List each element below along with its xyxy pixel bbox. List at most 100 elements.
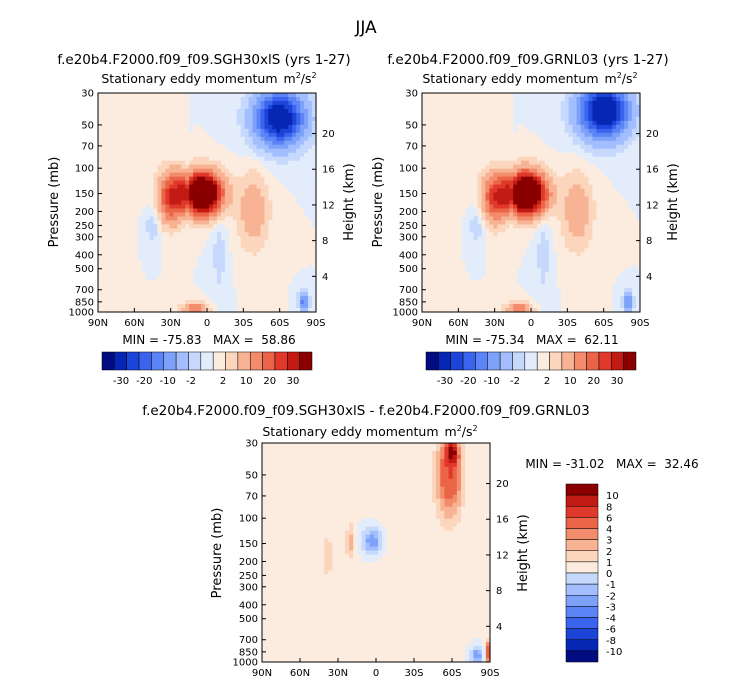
contour-cell (193, 272, 198, 277)
contour-cell (481, 144, 487, 150)
contour-cell (513, 188, 518, 194)
contour-cell (220, 272, 226, 277)
contour-cell (153, 248, 159, 253)
contour-cell (109, 100, 115, 106)
contour-cell (205, 180, 210, 186)
contour-cell (125, 116, 131, 122)
contour-cell (485, 156, 490, 162)
contour-cell (189, 280, 194, 285)
contour-cell (101, 176, 107, 182)
y-tick-label: 150 (75, 189, 94, 200)
contour-cell (600, 93, 605, 98)
contour-cell (509, 96, 514, 102)
contour-cell (133, 140, 139, 146)
contour-cell (197, 232, 202, 237)
contour-cell (248, 284, 254, 289)
contour-cell (193, 216, 198, 222)
contour-cell (300, 212, 305, 218)
contour-cell (181, 172, 186, 178)
contour-cell (220, 176, 226, 182)
contour-cell (529, 184, 534, 190)
contour-cell (568, 208, 574, 214)
contour-cell (185, 108, 190, 114)
contour-cell (101, 232, 107, 237)
contour-cell (592, 148, 597, 154)
contour-cell (264, 236, 270, 241)
contour-cell (256, 93, 262, 98)
contour-cell (300, 220, 305, 225)
contour-cell (252, 128, 258, 134)
contour-cell (596, 164, 601, 170)
contour-cell (149, 176, 155, 182)
contour-cell (137, 184, 143, 190)
contour-cell (572, 108, 578, 114)
contour-cell (224, 128, 230, 134)
contour-cell (560, 120, 566, 126)
contour-cell (129, 252, 135, 257)
contour-cell (544, 108, 550, 114)
contour-cell (220, 260, 226, 265)
contour-cell (280, 160, 285, 166)
contour-cell (149, 280, 155, 285)
contour-cell (109, 236, 115, 241)
contour-cell (109, 196, 115, 202)
contour-cell (117, 272, 123, 277)
contour-cell (489, 212, 494, 218)
contour-cell (276, 228, 281, 233)
contour-cell (205, 156, 210, 162)
contour-cell (244, 296, 250, 301)
contour-cell (248, 196, 254, 202)
contour-cell (469, 192, 475, 198)
contour-cell (157, 192, 163, 198)
contour-cell (596, 192, 601, 198)
contour-cell (169, 160, 174, 166)
contour-cell (505, 144, 510, 150)
contour-cell (189, 144, 194, 150)
contour-cell (236, 120, 242, 126)
contour-cell (149, 236, 155, 241)
contour-cell (588, 216, 594, 222)
contour-cell (300, 152, 305, 158)
contour-cell (157, 232, 163, 237)
contour-cell (205, 248, 210, 253)
contour-cell (564, 144, 570, 150)
contour-cell (133, 260, 139, 265)
contour-cell (493, 164, 498, 170)
contour-cell (284, 244, 289, 249)
contour-cell (173, 252, 178, 257)
contour-cell (189, 104, 194, 110)
contour-cell (197, 208, 202, 214)
contour-cell (552, 144, 558, 150)
contour-cell (161, 240, 166, 245)
contour-cell (572, 104, 578, 110)
contour-cell (224, 216, 230, 222)
contour-cell (98, 104, 103, 110)
contour-cell (580, 104, 586, 110)
contour-cell (252, 192, 258, 198)
contour-cell (292, 280, 297, 285)
contour-cell (216, 244, 222, 249)
contour-cell (117, 260, 123, 265)
contour-cell (220, 144, 226, 150)
contour-cell (169, 148, 174, 154)
contour-cell (193, 164, 198, 170)
contour-cell (624, 200, 629, 206)
contour-cell (493, 152, 498, 158)
contour-cell (505, 93, 510, 98)
contour-cell (141, 196, 147, 202)
contour-cell (113, 148, 119, 154)
contour-cell (280, 128, 285, 134)
contour-cell (137, 288, 143, 293)
contour-cell (441, 100, 447, 106)
contour-cell (505, 172, 510, 178)
contour-cell (165, 112, 170, 118)
contour-cell (185, 276, 190, 281)
contour-cell (422, 116, 427, 122)
contour-cell (153, 216, 159, 222)
contour-cell (312, 172, 317, 178)
contour-cell (232, 192, 238, 198)
contour-cell (165, 228, 170, 233)
contour-cell (224, 148, 230, 154)
contour-cell (173, 236, 178, 241)
contour-cell (169, 128, 174, 134)
